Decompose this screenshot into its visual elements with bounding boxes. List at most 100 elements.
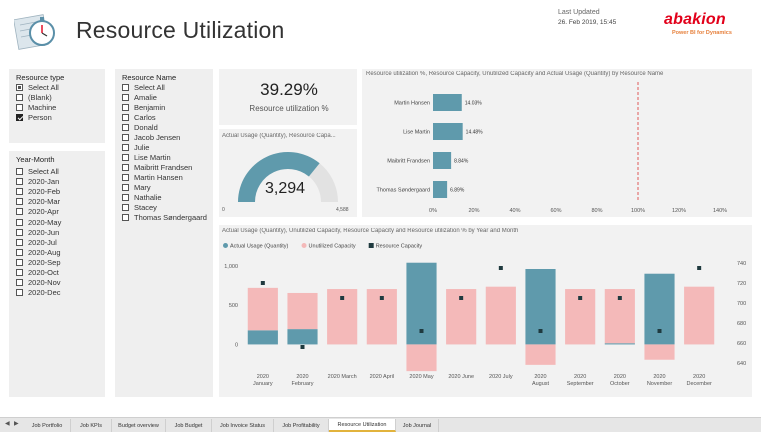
checkbox[interactable] [122,94,129,101]
page-tab[interactable]: Budget overview [112,419,166,432]
checkbox[interactable] [122,84,129,91]
checkbox[interactable] [122,124,129,131]
checkbox[interactable] [122,164,129,171]
year-month-option[interactable]: 2020-Nov [16,278,61,287]
checkbox[interactable] [16,228,23,236]
resource-type-option[interactable]: Person [16,113,52,122]
checkbox[interactable] [122,214,129,221]
year-month-option[interactable]: 2020-Sep [16,258,61,267]
option-label: Lise Martin [134,153,171,162]
tab-prev-button[interactable]: ◀ [5,421,10,427]
year-month-option[interactable]: 2020-Jun [16,228,59,237]
checkbox[interactable] [16,258,23,266]
x-category-label: 2020 [534,374,546,380]
resource-name-option[interactable]: Nathalie [122,193,162,202]
resource-capacity-marker [697,266,702,270]
checkbox[interactable] [16,94,23,101]
page-tab[interactable]: Job Invoice Status [212,419,274,432]
checkbox[interactable] [16,114,23,121]
checkbox[interactable] [16,289,23,297]
resource-name-option[interactable]: Amalie [122,93,157,102]
checkbox[interactable] [122,114,129,121]
page-tab[interactable]: Job Journal [396,419,439,432]
resource-capacity-marker [578,296,583,300]
option-label: Select All [134,83,165,92]
resource-capacity-marker [340,296,345,300]
page-tab[interactable]: Job Profitability [274,419,329,432]
checkbox[interactable] [16,208,23,216]
year-month-option[interactable]: 2020-May [16,218,61,227]
checkbox[interactable] [16,168,23,175]
year-month-option[interactable]: 2020-Dec [16,288,61,297]
resource-name-option[interactable]: Stacey [122,203,157,212]
resource-name-option[interactable]: Julie [122,143,149,152]
resource-capacity-marker [617,296,622,300]
resource-name-option[interactable]: Donald [122,123,158,132]
resource-capacity-marker [459,296,464,300]
year-month-option[interactable]: 2020-Mar [16,197,60,206]
option-label: 2020-Apr [28,207,59,217]
year-month-option[interactable]: 2020-Feb [16,187,60,196]
year-month-option[interactable]: 2020-Oct [16,268,59,277]
resource-type-option[interactable]: Select All [16,83,59,92]
checkbox[interactable] [122,174,129,181]
resource-capacity-marker [260,281,265,285]
x-category-label: 2020 April [370,374,394,380]
checkbox[interactable] [122,184,129,191]
actual-usage-bar [247,330,278,345]
option-label: Thomas Søndergaard [134,213,207,222]
checkbox[interactable] [16,178,23,186]
brand-tagline: Power BI for Dynamics [672,30,732,36]
bar-value-label: 14.03% [465,101,483,107]
page-tab[interactable]: Job KPIs [71,419,112,432]
checkbox[interactable] [122,134,129,141]
legend-label: Actual Usage (Quantity) [230,244,289,250]
year-month-option[interactable]: 2020-Jan [16,177,59,186]
page-tab[interactable]: Resource Utilization [329,419,396,432]
checkbox[interactable] [16,198,23,206]
x-tick-label: 80% [591,208,602,214]
utilization-bar [433,123,463,140]
resource-name-option[interactable]: Carlos [122,113,156,122]
checkbox[interactable] [16,279,23,287]
x-category-label: 2020 [574,374,586,380]
actual-usage-bar [525,269,556,345]
resource-name-option[interactable]: Jacob Jensen [122,133,180,142]
checkbox[interactable] [122,144,129,151]
page-tab[interactable]: Job Budget [166,419,212,432]
kpi-value: 39.29% [260,80,318,99]
resource-name-option[interactable]: Benjamin [122,103,165,112]
kpi-label: Resource utilization % [249,104,329,113]
option-label: Amalie [134,93,157,102]
checkbox[interactable] [16,238,23,246]
year-month-option[interactable]: Select All [16,167,59,176]
checkbox[interactable] [16,188,23,196]
checkbox[interactable] [122,104,129,111]
checkbox[interactable] [122,204,129,211]
resource-type-option[interactable]: Machine [16,103,56,112]
resource-name-option[interactable]: Lise Martin [122,153,171,162]
year-month-option[interactable]: 2020-Aug [16,248,61,257]
checkbox[interactable] [16,84,23,91]
resource-type-option[interactable]: (Blank) [16,93,52,102]
resource-name-option[interactable]: Thomas Søndergaard [122,213,207,222]
resource-name-option[interactable]: Select All [122,83,165,92]
checkbox[interactable] [122,154,129,161]
checkbox[interactable] [16,248,23,256]
checkbox[interactable] [16,269,23,276]
unutilized-capacity-bar [684,286,715,345]
checkbox[interactable] [122,194,129,201]
checkbox[interactable] [16,104,23,111]
resource-name-option[interactable]: Mary [122,183,151,192]
last-updated-label: Last Updated [558,9,600,16]
year-month-option[interactable]: 2020-Jul [16,238,57,247]
tab-next-button[interactable]: ▶ [14,421,19,427]
page-tab[interactable]: Job Portfolio [24,419,71,432]
resource-name-option[interactable]: Maibritt Frandsen [122,163,192,172]
checkbox[interactable] [16,218,23,226]
year-month-option[interactable]: 2020-Apr [16,207,59,216]
resource-name-option[interactable]: Martin Hansen [122,173,183,182]
option-label: Donald [134,123,158,132]
x-category-label: January [253,381,273,387]
option-label: 2020-Jan [28,177,60,187]
